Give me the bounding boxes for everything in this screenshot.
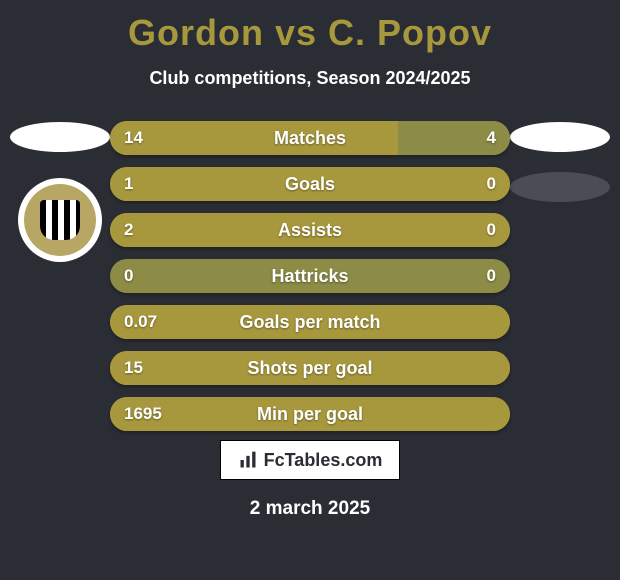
stat-label: Goals [110, 167, 510, 201]
club-left-crest [18, 178, 102, 262]
fctables-label: FcTables.com [264, 450, 383, 471]
magpie-stripes-icon [40, 200, 80, 240]
stat-label: Assists [110, 213, 510, 247]
footer-date: 2 march 2025 [0, 498, 620, 520]
club-right-placeholder [510, 172, 610, 202]
fctables-badge[interactable]: FcTables.com [220, 440, 400, 480]
stat-row: 0.07Goals per match [110, 305, 510, 339]
stat-label: Matches [110, 121, 510, 155]
stat-row: 20Assists [110, 213, 510, 247]
subtitle: Club competitions, Season 2024/2025 [0, 68, 620, 89]
stat-row: 144Matches [110, 121, 510, 155]
stat-label: Goals per match [110, 305, 510, 339]
chart-icon [238, 450, 258, 470]
stat-label: Min per goal [110, 397, 510, 431]
stat-label: Hattricks [110, 259, 510, 293]
stat-row: 15Shots per goal [110, 351, 510, 385]
stat-label: Shots per goal [110, 351, 510, 385]
player-left-silhouette [10, 122, 110, 152]
stat-row: 00Hattricks [110, 259, 510, 293]
page-title: Gordon vs C. Popov [0, 0, 620, 54]
stats-bars: 144Matches 10Goals 20Assists 00Hattricks 0.0… [110, 121, 510, 443]
player-right-silhouette [510, 122, 610, 152]
stat-row: 10Goals [110, 167, 510, 201]
stat-row: 1695Min per goal [110, 397, 510, 431]
